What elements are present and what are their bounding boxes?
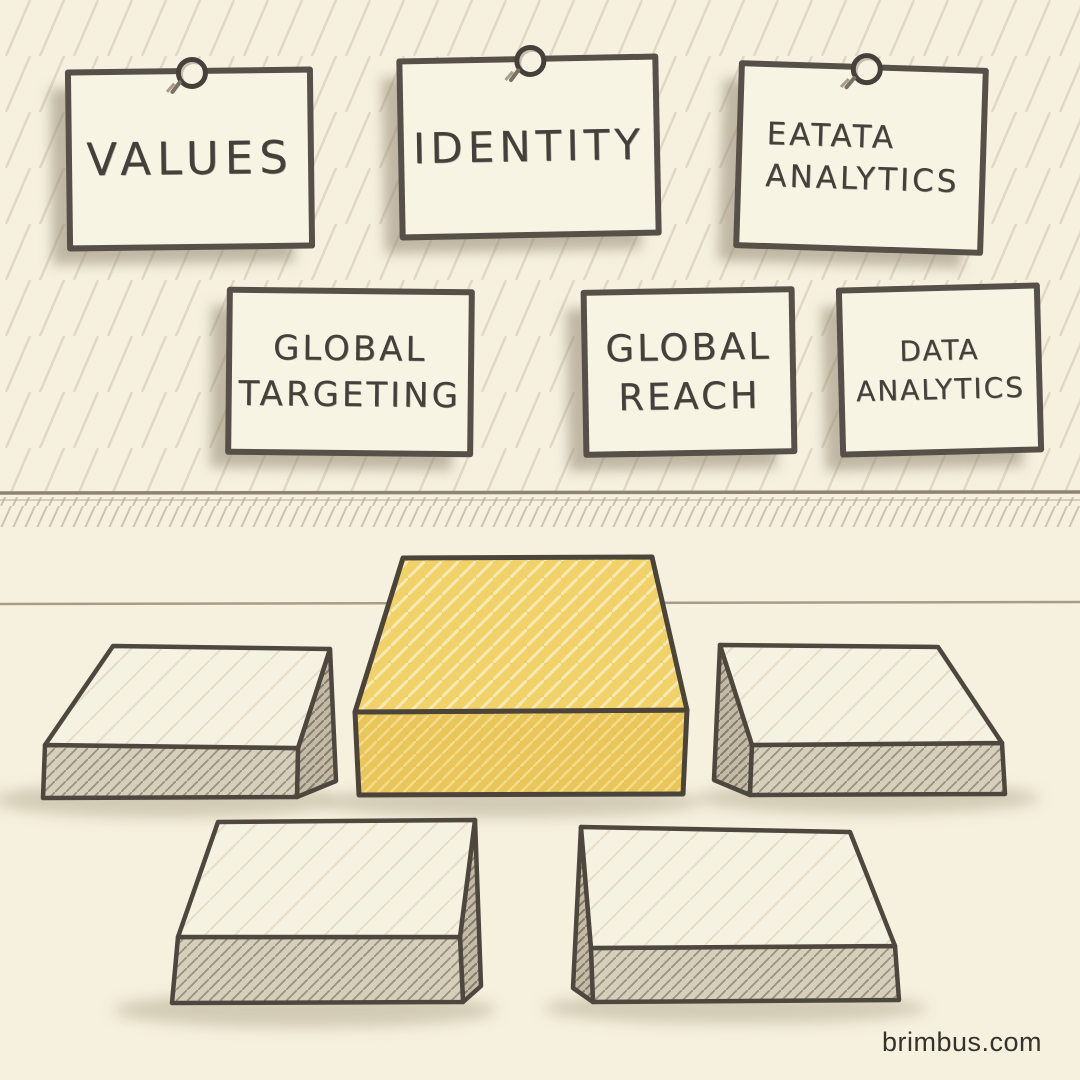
box-left-top-face: [42, 643, 333, 751]
sign-global-targeting: GLOBAL TARGETING: [225, 286, 475, 458]
box-front-left-top-face: [175, 817, 478, 940]
sign-label-line2: ANALYTICS: [855, 370, 1026, 408]
sign-label-line1: GLOBAL: [272, 328, 428, 371]
sign-label-line1: GLOBAL: [605, 324, 773, 371]
box-right-top-face: [717, 642, 1005, 748]
push-pin-icon: [514, 44, 547, 78]
box-left-platform: [40, 643, 339, 801]
watermark-text: brimbus.com: [881, 1027, 1042, 1057]
sign-label: VALUES: [85, 130, 295, 187]
push-pin-icon: [175, 56, 209, 90]
sign-label-line2: REACH: [617, 373, 761, 419]
sign-label-line2: TARGETING: [238, 373, 462, 416]
sign-eatata-analytics: EATATA ANALYTICS: [733, 52, 989, 256]
box-front-right-platform: [570, 824, 902, 1005]
box-left-front-face: [40, 742, 301, 801]
push-pin-icon: [850, 52, 884, 86]
sign-data-analytics: DATA ANALYTICS: [835, 282, 1045, 458]
sign-label-line1: EATATA: [766, 115, 897, 156]
sign-values: VALUES: [64, 56, 316, 252]
box-center-front-face: [352, 707, 690, 798]
box-front-left-front-face: [169, 934, 466, 1006]
box-front-right-top-face: [578, 824, 898, 951]
sign-label-line2: ANALYTICS: [764, 157, 960, 200]
box-center-platform-highlighted: [352, 554, 690, 798]
box-right-platform: [711, 642, 1008, 798]
box-front-left-platform: [169, 817, 484, 1006]
box-center-top-face: [352, 554, 690, 715]
box-right-front-face: [747, 740, 1008, 798]
sign-global-reach: GLOBAL REACH: [580, 286, 798, 458]
sign-label-line1: DATA: [898, 333, 980, 369]
sign-label: IDENTITY: [412, 120, 646, 174]
box-front-right-front-face: [588, 943, 902, 1005]
sign-identity: IDENTITY: [396, 44, 662, 241]
